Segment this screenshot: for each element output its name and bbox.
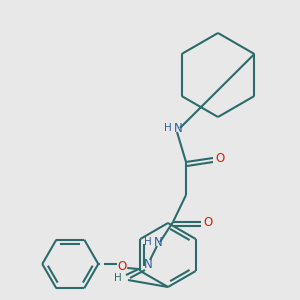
Text: H: H: [114, 273, 122, 283]
Text: O: O: [215, 152, 225, 164]
Text: N: N: [144, 259, 152, 272]
Text: H: H: [144, 237, 152, 247]
Text: O: O: [118, 260, 127, 272]
Text: N: N: [174, 122, 183, 134]
Text: H: H: [164, 123, 172, 133]
Text: O: O: [203, 215, 213, 229]
Text: N: N: [154, 236, 163, 248]
